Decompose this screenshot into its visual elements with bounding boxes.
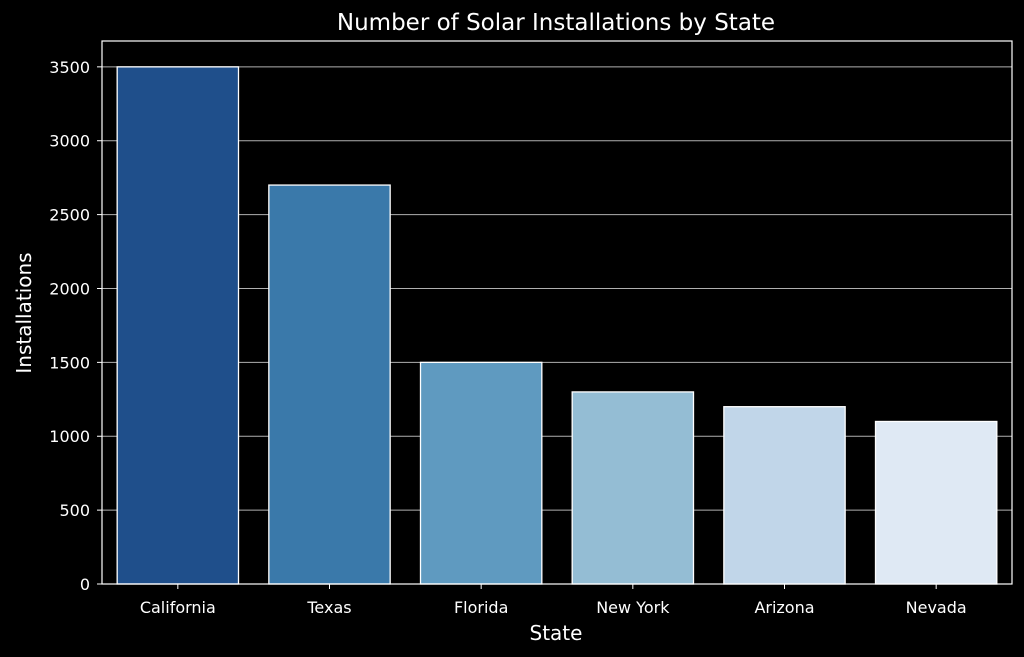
bar-arizona	[723, 406, 846, 585]
x-axis-title: State	[530, 621, 583, 645]
bar-california	[116, 66, 240, 585]
y-tick-label: 3000	[49, 132, 90, 151]
bar-new-york	[571, 391, 695, 585]
plot-frame	[101, 40, 1013, 585]
y-tick-label: 500	[59, 501, 90, 520]
y-axis: 0 500 1000 1500 2000 2500 3000 3500	[49, 58, 102, 594]
x-tick-label: Nevada	[906, 598, 967, 617]
bar-florida	[419, 361, 543, 585]
bar-nevada	[874, 420, 998, 585]
bars	[116, 66, 998, 585]
x-tick-label: New York	[596, 598, 670, 617]
y-tick-label: 2500	[49, 206, 90, 225]
y-tick-label: 0	[80, 575, 90, 594]
x-tick-label: Arizona	[754, 598, 814, 617]
y-tick-label: 1500	[49, 353, 90, 372]
grid-lines	[102, 66, 1012, 585]
x-axis: California Texas Florida New York Arizona Nev…	[140, 584, 967, 617]
x-tick-label: Florida	[454, 598, 508, 617]
y-axis-title: Installations	[12, 252, 36, 373]
x-tick-label: Texas	[306, 598, 351, 617]
chart-title: Number of Solar Installations by State	[337, 10, 775, 36]
y-tick-label: 1000	[49, 427, 90, 446]
x-tick-label: California	[140, 598, 216, 617]
y-tick-label: 3500	[49, 58, 90, 77]
y-tick-label: 2000	[49, 279, 90, 298]
bar-texas	[268, 184, 391, 585]
